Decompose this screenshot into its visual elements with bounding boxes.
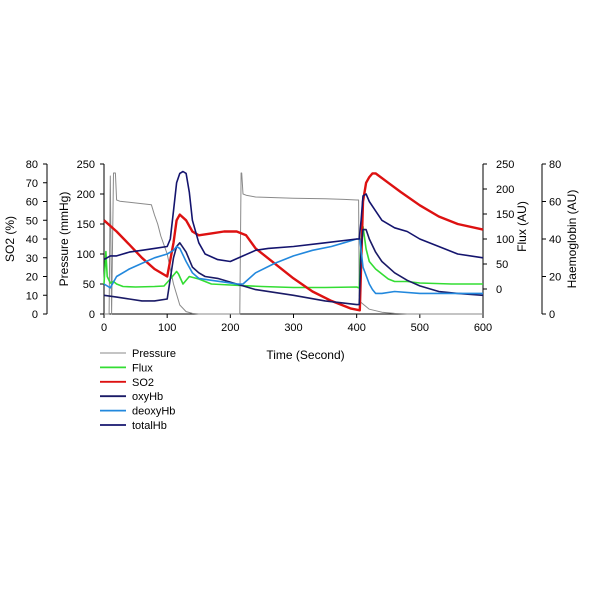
haemoglobin-tick-label: 0 [549, 309, 555, 321]
series-line-so2 [103, 172, 484, 312]
plot-layer [103, 170, 484, 315]
flux-tick-label: 200 [496, 184, 514, 196]
x-tick-label: 600 [474, 322, 492, 334]
pressure-tick-label: 150 [77, 219, 95, 231]
series-line-deoxyhb [103, 238, 483, 295]
legend-label-pressure: Pressure [132, 348, 176, 360]
so2-tick-label: 60 [26, 197, 38, 209]
x-tick-label: 200 [221, 322, 239, 334]
pressure-tick-label: 250 [77, 159, 95, 171]
series-line-oxyhb [103, 228, 484, 306]
legend-label-totalhb: totalHb [132, 420, 167, 432]
so2-tick-label: 50 [26, 215, 38, 227]
legend-label-flux: Flux [132, 362, 153, 374]
haemoglobin-tick-label: 60 [549, 197, 561, 209]
so2-tick-label: 40 [26, 234, 38, 246]
x-tick-label: 400 [347, 322, 365, 334]
so2-tick-label: 80 [26, 159, 38, 171]
legend-label-oxyhb: oxyHb [132, 391, 163, 403]
haemoglobin-tick-label: 40 [549, 234, 561, 246]
so2-tick-label: 70 [26, 178, 38, 190]
flux-tick-label: 0 [496, 284, 502, 296]
series-line-flux [103, 225, 483, 289]
so2-tick-label: 10 [26, 290, 38, 302]
x-tick-label: 100 [158, 322, 176, 334]
pressure-tick-label: 50 [83, 279, 95, 291]
legend-label-deoxyhb: deoxyHb [132, 406, 175, 418]
flux-tick-label: 50 [496, 259, 508, 271]
haemoglobin-tick-label: 20 [549, 272, 561, 284]
so2-tick-label: 0 [32, 309, 38, 321]
x-tick-label: 300 [284, 322, 302, 334]
flux-axis-title: Flux (AU) [515, 201, 529, 252]
x-axis-title: Time (Second) [266, 348, 344, 362]
pressure-tick-label: 200 [77, 189, 95, 201]
haemoglobin-tick-label: 80 [549, 159, 561, 171]
legend: Pressure Flux SO2 oxyHb deoxyHb totalHb [100, 348, 176, 432]
so2-tick-label: 20 [26, 272, 38, 284]
pressure-axis-title: Pressure (mmHg) [57, 192, 71, 287]
flux-tick-label: 150 [496, 209, 514, 221]
pressure-tick-label: 0 [89, 309, 95, 321]
so2-tick-label: 30 [26, 253, 38, 265]
series-line-totalhb [103, 170, 484, 263]
legend-label-so2: SO2 [132, 377, 154, 389]
flux-tick-label: 100 [496, 234, 514, 246]
so2-axis-title: SO2 (%) [3, 216, 17, 262]
x-tick-label: 500 [411, 322, 429, 334]
flux-tick-label: 250 [496, 159, 514, 171]
pressure-tick-label: 100 [77, 249, 95, 261]
haemoglobin-axis-title: Haemoglobin (AU) [565, 190, 579, 289]
x-tick-label: 0 [101, 322, 107, 334]
